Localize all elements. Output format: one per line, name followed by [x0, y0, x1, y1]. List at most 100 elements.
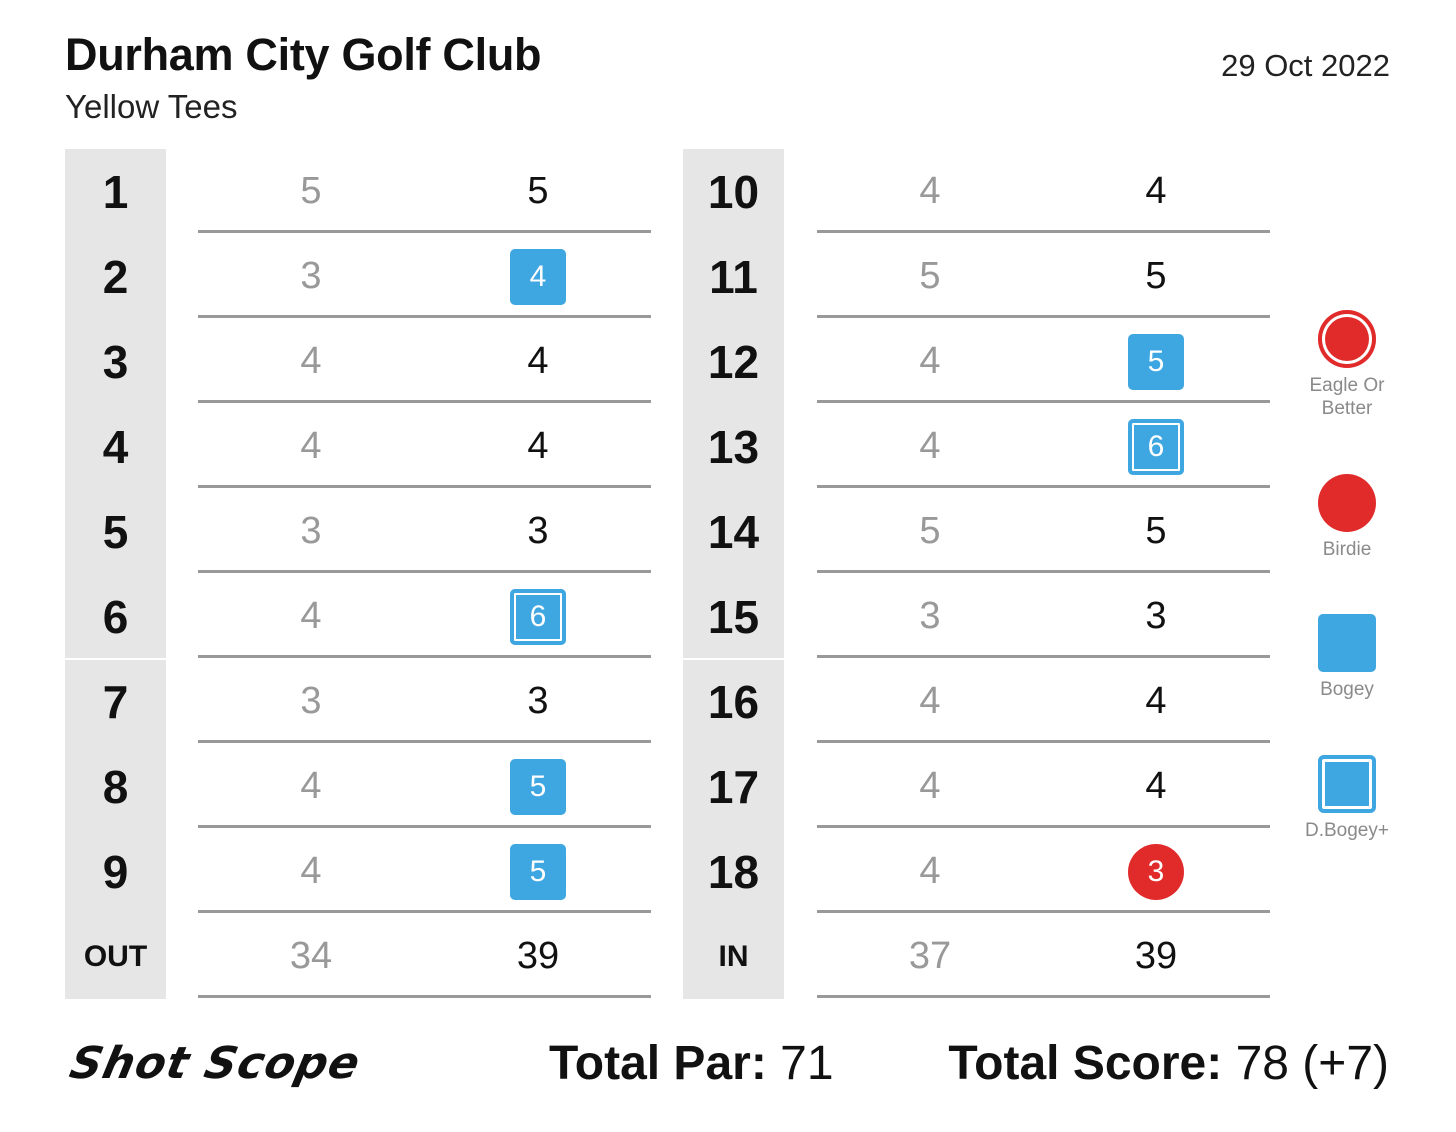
- legend-dbogey: D.Bogey+: [1296, 755, 1398, 842]
- row-divider: [817, 825, 1270, 828]
- hole-number: 11: [709, 250, 758, 303]
- bogey-marker: 5: [1128, 333, 1184, 390]
- hole-number: 8: [102, 760, 129, 813]
- row-divider: [198, 485, 651, 488]
- hole-score: 5: [1145, 255, 1167, 297]
- row-divider: [817, 485, 1270, 488]
- hole-par: 5: [300, 170, 322, 212]
- hole-number: 16: [707, 675, 760, 728]
- total-par: Total Par: 71: [549, 1037, 834, 1090]
- hole-score: 3: [527, 680, 549, 722]
- hole-number: 7: [102, 675, 129, 728]
- hole-par: 3: [300, 680, 322, 722]
- legend-label: Birdie: [1322, 539, 1372, 560]
- legend-label: Bogey: [1320, 679, 1374, 700]
- hole-score: 4: [1145, 680, 1167, 722]
- hole-score: 5: [478, 829, 598, 914]
- legend-bogey: Bogey: [1296, 614, 1398, 701]
- eagle-circle-icon: [1318, 310, 1376, 368]
- hole-par: 4: [919, 765, 941, 807]
- row-divider: [198, 910, 651, 913]
- hole-score: 4: [1145, 170, 1167, 212]
- hole-number: 15: [707, 590, 760, 643]
- row-divider: [817, 230, 1270, 233]
- bogey-marker: 4: [510, 248, 566, 305]
- hole-number: 6: [102, 590, 129, 643]
- hole-number: 3: [102, 335, 129, 388]
- round-date: 29 Oct 2022: [1221, 48, 1390, 83]
- hole-number: 5: [102, 505, 129, 558]
- hole-par: 5: [919, 510, 941, 552]
- hole-par: 3: [919, 595, 941, 637]
- double-bogey-marker: 6: [510, 588, 566, 645]
- hole-score: 3: [527, 510, 549, 552]
- double-bogey-square-icon: [1318, 755, 1376, 813]
- hole-score: 5: [1145, 510, 1167, 552]
- row-divider: [198, 740, 651, 743]
- total-score: Total Score: 78 (+7): [948, 1037, 1389, 1090]
- hole-score: 6: [1096, 404, 1216, 489]
- row-divider: [198, 230, 651, 233]
- birdie-circle-icon: [1318, 474, 1376, 532]
- hole-par: 3: [300, 510, 322, 552]
- row-divider: [198, 825, 651, 828]
- hole-par: 4: [919, 425, 941, 467]
- hole-score: 4: [478, 234, 598, 319]
- hole-number: 4: [102, 420, 129, 473]
- legend-birdie: Birdie: [1296, 474, 1398, 561]
- nine-score-total: 39: [1134, 935, 1178, 977]
- hole-number: 12: [707, 335, 760, 388]
- hole-number: 1: [102, 165, 129, 218]
- row-divider: [817, 570, 1270, 573]
- hole-par: 4: [300, 425, 322, 467]
- row-divider: [198, 400, 651, 403]
- hole-score: 4: [527, 425, 549, 467]
- hole-number: 17: [707, 760, 760, 813]
- hole-score: 5: [1096, 319, 1216, 404]
- hole-number: 14: [707, 505, 760, 558]
- hole-number: 13: [707, 420, 760, 473]
- course-title: Durham City Golf Club: [65, 29, 542, 80]
- legend-label: D.Bogey+: [1305, 820, 1389, 841]
- row-divider: [817, 655, 1270, 658]
- hole-par: 4: [300, 765, 322, 807]
- hole-par: 4: [919, 850, 941, 892]
- hole-number: 9: [102, 845, 129, 898]
- row-divider: [817, 740, 1270, 743]
- row-divider: [198, 655, 651, 658]
- back-nine-hole-column: [683, 149, 784, 999]
- double-bogey-marker: 6: [1128, 418, 1184, 475]
- bogey-square-icon: [1318, 614, 1376, 672]
- hole-par: 3: [300, 255, 322, 297]
- hole-par: 4: [300, 850, 322, 892]
- nine-par-total: 37: [908, 935, 952, 977]
- hole-score: 5: [478, 744, 598, 829]
- hole-score: 5: [527, 170, 549, 212]
- hole-score: 4: [1145, 765, 1167, 807]
- shot-scope-logo: Shot Scope: [65, 1038, 366, 1089]
- hole-number: 2: [102, 250, 129, 303]
- hole-number: 10: [707, 165, 760, 218]
- legend-label: Eagle Or Better: [1309, 375, 1385, 419]
- hole-number: 18: [707, 845, 760, 898]
- row-divider: [198, 315, 651, 318]
- front-nine-hole-column: [65, 149, 166, 999]
- bogey-marker: 5: [510, 758, 566, 815]
- tees-subtitle: Yellow Tees: [65, 88, 238, 125]
- row-divider: [817, 910, 1270, 913]
- row-divider: [817, 400, 1270, 403]
- hole-score: 6: [478, 574, 598, 659]
- hole-score: 3: [1145, 595, 1167, 637]
- bogey-marker: 5: [510, 843, 566, 900]
- row-divider: [817, 995, 1270, 998]
- birdie-marker: 3: [1128, 843, 1184, 900]
- hole-score: 3: [1096, 829, 1216, 914]
- row-divider: [198, 995, 651, 998]
- nine-total-label: OUT: [83, 939, 148, 973]
- hole-par: 4: [300, 340, 322, 382]
- hole-par: 4: [919, 680, 941, 722]
- hole-par: 4: [919, 170, 941, 212]
- hole-par: 4: [919, 340, 941, 382]
- row-divider: [198, 570, 651, 573]
- legend-eagle: Eagle Or Better: [1296, 310, 1398, 420]
